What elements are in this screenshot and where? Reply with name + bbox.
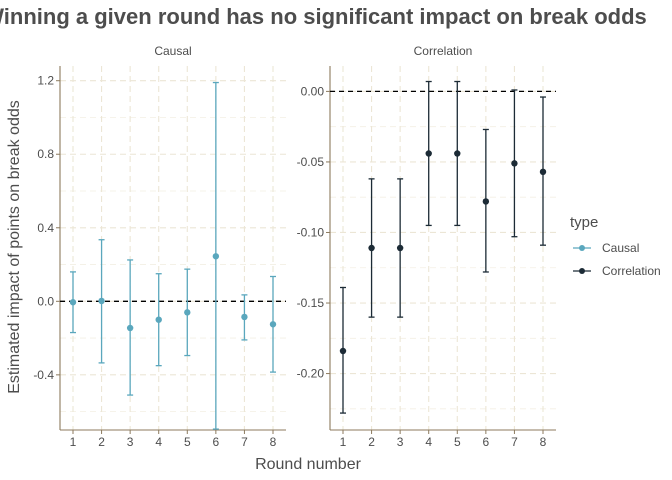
data-point: [511, 160, 518, 167]
y-tick-label: 1.2: [37, 74, 54, 88]
data-point: [98, 297, 105, 305]
x-tick-label: 2: [368, 435, 375, 449]
x-axis-label: Round number: [255, 456, 362, 473]
y-tick-label: 0.8: [37, 147, 54, 161]
x-tick-label: 1: [70, 435, 77, 449]
y-axis-label: Estimated impact of points on break odds: [6, 100, 23, 394]
x-tick-label: 3: [397, 435, 404, 449]
y-tick-label: -0.4: [33, 368, 54, 382]
data-point: [368, 244, 375, 252]
legend-key-point: [579, 268, 585, 274]
legend-item-correlation: Correlation: [573, 264, 661, 278]
data-point: [212, 253, 220, 260]
x-tick-label: 8: [540, 435, 547, 449]
data-point: [454, 150, 461, 157]
y-tick-label: -0.10: [297, 225, 325, 239]
x-tick-label: 2: [98, 435, 105, 449]
y-tick-label: -0.15: [297, 296, 325, 310]
x-tick-label: 4: [425, 435, 432, 449]
y-tick-label: 0.4: [37, 221, 54, 235]
panels: Causal-0.40.00.40.81.21 2 3 4 5 6 7 8Correlatio…: [33, 44, 556, 449]
data-point: [269, 321, 277, 328]
legend-key-point: [579, 245, 585, 251]
x-tick-label: 5: [184, 435, 191, 449]
y-tick-label: -0.20: [297, 367, 325, 381]
x-tick-label: 6: [483, 435, 490, 449]
y-tick-label: 0.0: [37, 294, 54, 308]
y-tick-label: -0.05: [297, 155, 325, 169]
x-tick-label: 1: [340, 435, 347, 449]
data-point: [241, 313, 248, 321]
legend-title: type: [570, 214, 598, 231]
x-tick-label: 7: [511, 435, 518, 449]
panel-correlation: Correlation -0.20 -0.15 -0.10 -0.05 0.00 1 2 3 4 5…: [297, 44, 556, 449]
x-tick-label: 8: [270, 435, 277, 449]
x-tick-label: 7: [241, 435, 248, 449]
x-tick-label: 5: [454, 435, 461, 449]
data-point: [339, 347, 347, 355]
data-point: [425, 150, 432, 157]
data-point: [69, 299, 77, 306]
panel-causal: Causal -0.4 0.0 0.4 0.8 1.2 1 2 3 4 5 6 7 8: [33, 44, 286, 449]
data-point: [155, 316, 162, 323]
y-tick-label: 0.00: [301, 84, 325, 98]
data-point: [126, 324, 134, 332]
x-tick-label: 6: [213, 435, 220, 449]
x-tick-label: 3: [127, 435, 134, 449]
data-point: [539, 168, 547, 176]
data-point: [482, 198, 490, 205]
facet-label: Correlation: [414, 44, 473, 58]
x-tick-label: 4: [155, 435, 162, 449]
legend-label: Correlation: [602, 264, 661, 278]
data-point: [396, 244, 404, 252]
legend-item-causal: Causal: [573, 241, 639, 255]
chart-title: Winning a given round has no significant…: [0, 4, 647, 29]
legend-label: Causal: [602, 241, 639, 255]
facet-label: Causal: [154, 44, 191, 58]
data-point: [184, 309, 191, 316]
